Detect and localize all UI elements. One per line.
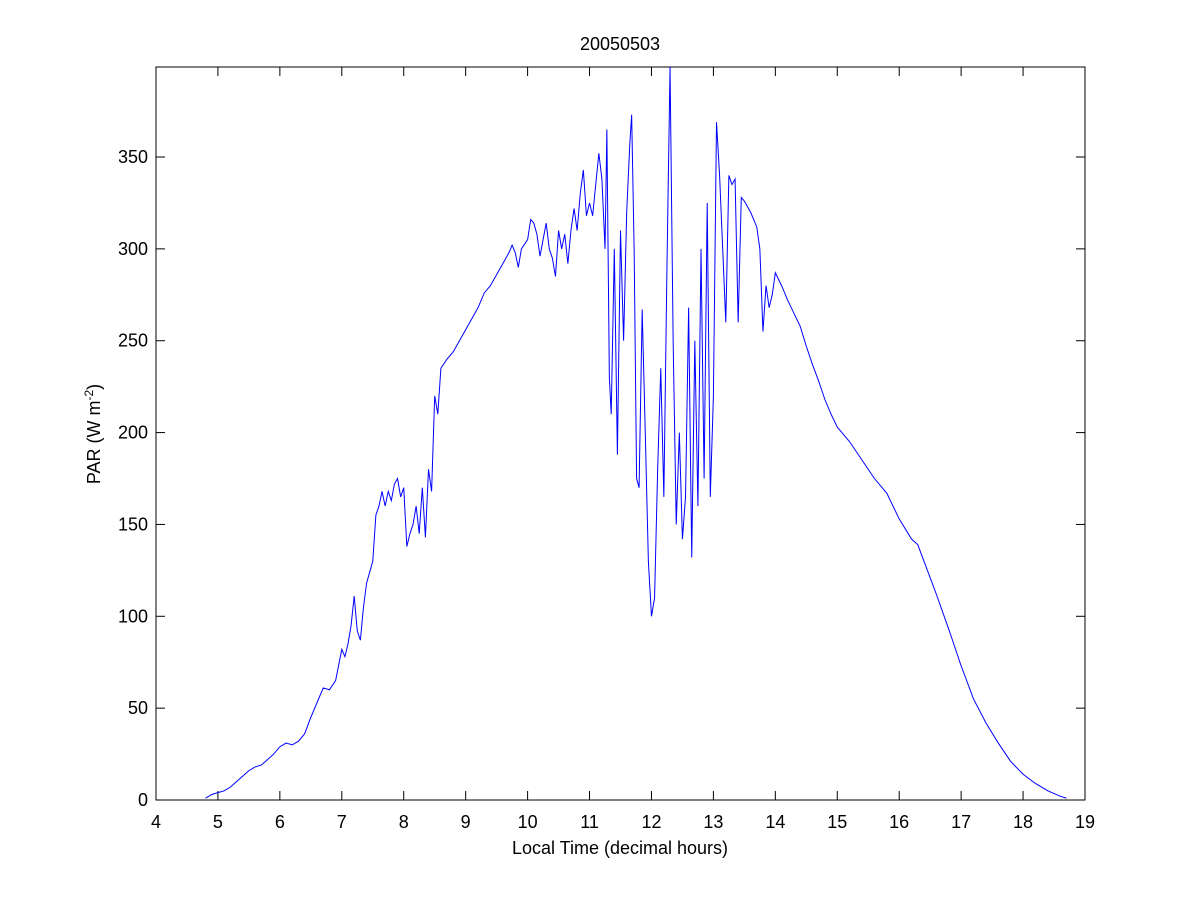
x-tick-label: 10 [518,812,538,832]
x-tick-label: 4 [151,812,161,832]
x-tick-label: 5 [213,812,223,832]
y-tick-label: 250 [118,331,148,351]
x-tick-label: 15 [827,812,847,832]
y-label-superscript: -2 [82,390,96,401]
x-tick-label: 8 [399,812,409,832]
x-tick-label: 9 [461,812,471,832]
y-tick-label: 300 [118,239,148,259]
x-tick-label: 17 [951,812,971,832]
x-tick-label: 7 [337,812,347,832]
x-tick-label: 16 [889,812,909,832]
y-tick-label: 0 [138,790,148,810]
y-tick-label: 150 [118,514,148,534]
x-tick-label: 6 [275,812,285,832]
x-tick-label: 12 [641,812,661,832]
x-tick-label: 18 [1013,812,1033,832]
chart-title: 20050503 [580,34,660,54]
data-line [205,66,1067,799]
x-tick-label: 19 [1075,812,1095,832]
y-tick-label: 100 [118,606,148,626]
y-tick-label: 350 [118,147,148,167]
y-tick-label: 50 [128,698,148,718]
y-tick-label: 200 [118,423,148,443]
x-tick-label: 13 [703,812,723,832]
plot-area [155,66,1086,801]
x-tick-label: 14 [765,812,785,832]
x-axis-label: Local Time (decimal hours) [512,838,728,858]
x-tick-label: 11 [580,812,599,832]
y-label-text: PAR (W m [84,401,104,485]
y-label-suffix: ) [84,384,104,390]
y-axis-label: PAR (W m-2) [82,384,104,484]
